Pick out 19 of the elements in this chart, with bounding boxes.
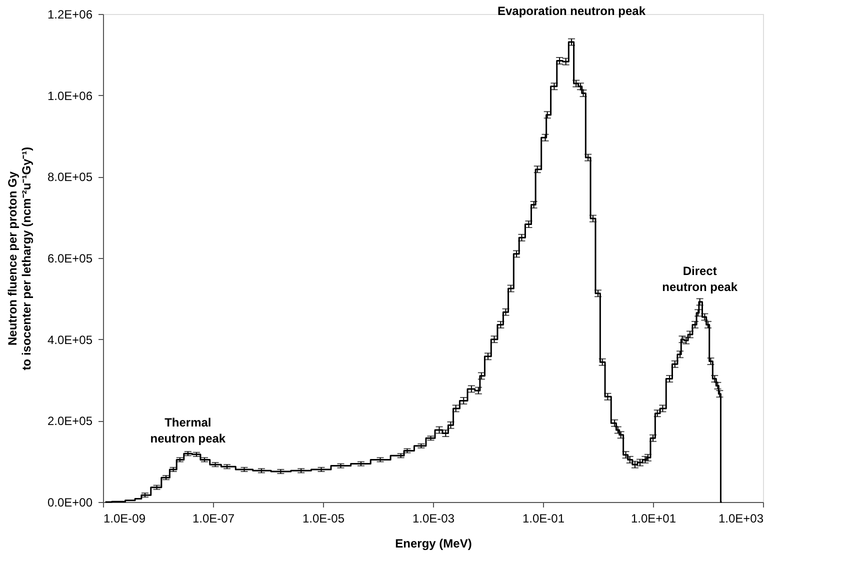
x-tick-label: 1.0E+01 [630, 512, 676, 526]
y-tick-label: 2.0E+05 [47, 414, 93, 428]
annotation: Thermal neutron peak [150, 416, 226, 446]
x-tick-label: 1.0E-07 [192, 512, 235, 526]
y-tick-label: 1.2E+06 [47, 8, 93, 22]
y-tick-label: 8.0E+05 [47, 170, 93, 184]
y-axis-title: Neutron fluence per proton Gy to isocenter per lethargy (ncm⁻²u⁻¹Gy⁻¹) [5, 146, 34, 370]
x-tick-label: 1.0E-01 [522, 512, 565, 526]
y-tick-label: 6.0E+05 [47, 252, 93, 266]
y-tick-label: 4.0E+05 [47, 332, 93, 347]
x-tick-label: 1.0E-09 [104, 512, 146, 526]
annotation: Direct neutron peak [662, 264, 738, 294]
x-tick-label: 1.0E-05 [302, 512, 345, 526]
annotation: Evaporation neutron peak [498, 4, 646, 18]
x-tick-label: 1.0E+03 [718, 512, 764, 526]
y-tick-label: 0.0E+00 [47, 496, 93, 510]
x-tick-label: 1.0E-03 [412, 512, 455, 526]
y-tick-label: 1.0E+06 [47, 88, 93, 103]
x-axis-title: Energy (MeV) [395, 536, 472, 550]
